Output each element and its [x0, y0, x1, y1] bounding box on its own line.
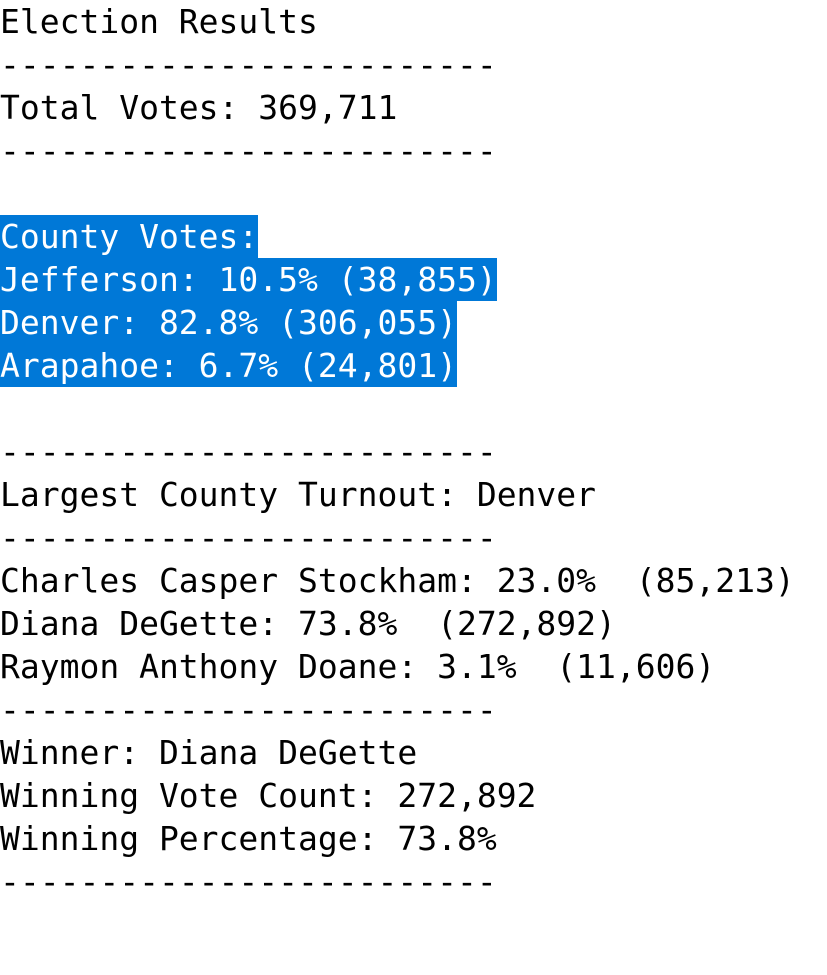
winner-line: Winner: Diana DeGette — [0, 733, 418, 772]
results-text-document[interactable]: Election Results -----------------------… — [0, 0, 827, 903]
separator-line: ------------------------- — [0, 45, 497, 84]
county-votes-header[interactable]: County Votes: — [0, 215, 827, 258]
winning-percentage-line: Winning Percentage: 73.8% — [0, 819, 497, 858]
separator-line: ------------------------- — [0, 432, 497, 471]
total-votes-line: Total Votes: 369,711 — [0, 88, 398, 127]
county-line-jefferson[interactable]: Jefferson: 10.5% (38,855) — [0, 258, 827, 301]
candidate-line-stockham: Charles Casper Stockham: 23.0% (85,213) — [0, 561, 795, 600]
document-title: Election Results — [0, 2, 318, 41]
separator-line: ------------------------- — [0, 131, 497, 170]
county-line-arapahoe[interactable]: Arapahoe: 6.7% (24,801) — [0, 344, 827, 387]
blank-line — [0, 172, 827, 215]
candidate-line-degette: Diana DeGette: 73.8% (272,892) — [0, 604, 616, 643]
blank-line — [0, 387, 827, 430]
separator-line: ------------------------- — [0, 862, 497, 901]
selected-text[interactable]: Jefferson: 10.5% (38,855) — [0, 258, 497, 301]
separator-line: ------------------------- — [0, 690, 497, 729]
selected-text[interactable]: Arapahoe: 6.7% (24,801) — [0, 344, 457, 387]
candidate-line-doane: Raymon Anthony Doane: 3.1% (11,606) — [0, 647, 716, 686]
winning-vote-count-line: Winning Vote Count: 272,892 — [0, 776, 537, 815]
county-line-denver[interactable]: Denver: 82.8% (306,055) — [0, 301, 827, 344]
selected-text[interactable]: County Votes: — [0, 215, 259, 258]
separator-line: ------------------------- — [0, 518, 497, 557]
selected-text[interactable]: Denver: 82.8% (306,055) — [0, 301, 457, 344]
largest-county-line: Largest County Turnout: Denver — [0, 475, 597, 514]
